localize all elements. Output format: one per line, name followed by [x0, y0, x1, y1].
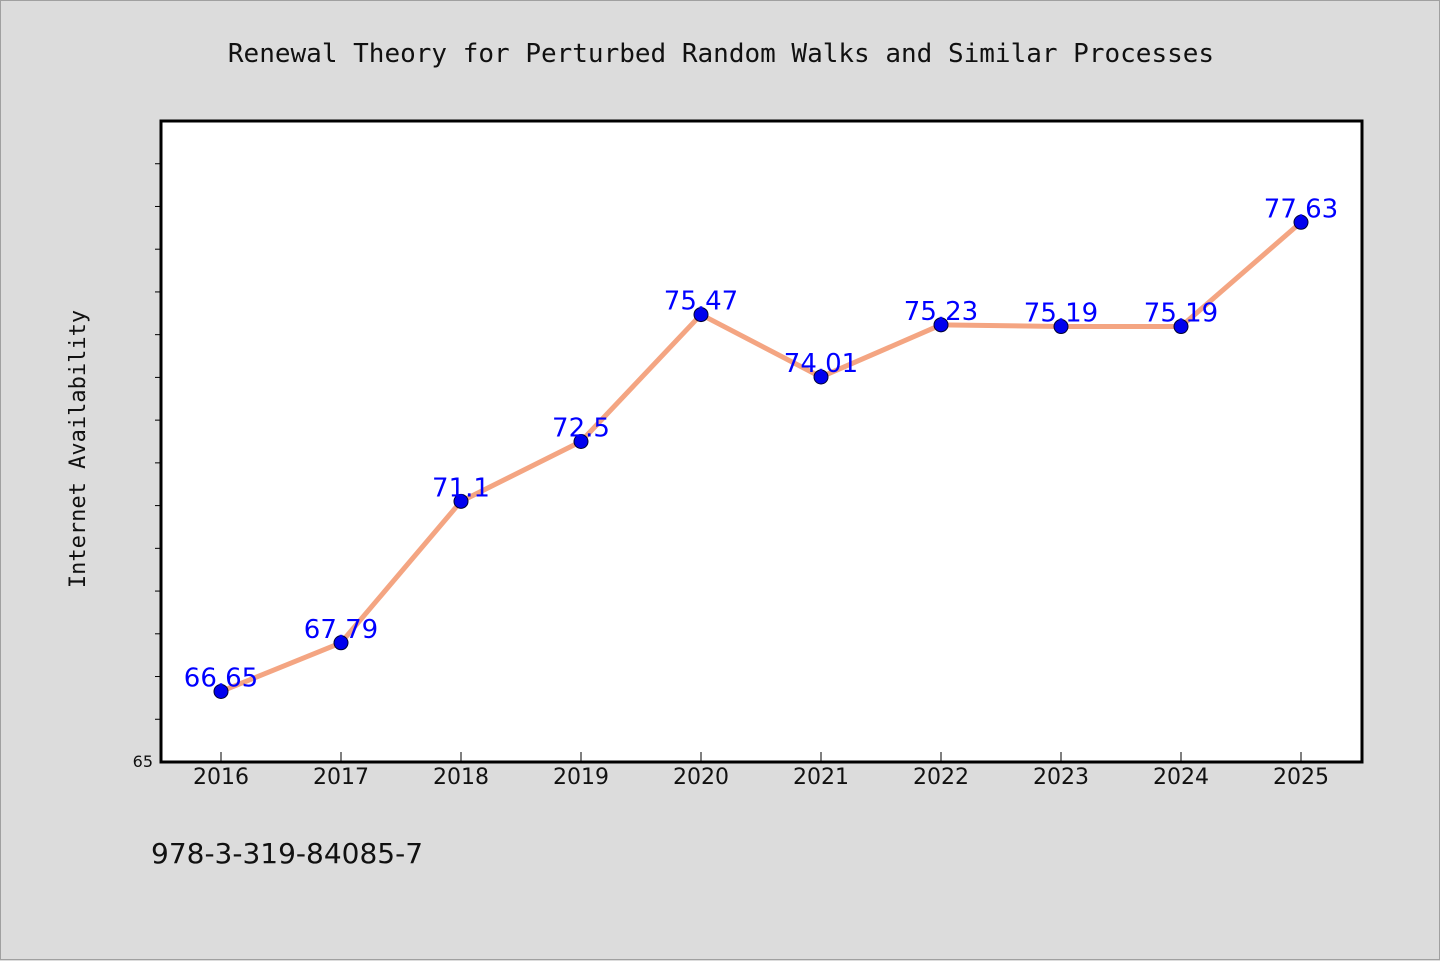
plot-area	[159, 119, 1364, 764]
x-tick-label: 2025	[1273, 765, 1329, 790]
isbn-label: 978-3-319-84085-7	[151, 837, 423, 870]
series-line	[218, 219, 1304, 694]
data-point	[1173, 319, 1189, 335]
data-point	[813, 369, 829, 385]
data-point	[1293, 214, 1309, 230]
y-axis-ticks: 65	[133, 163, 161, 771]
x-tick-label: 2023	[1033, 765, 1089, 790]
data-label: 66.65	[184, 663, 258, 693]
chart-title: Renewal Theory for Perturbed Random Walk…	[228, 39, 1214, 69]
data-point	[333, 635, 349, 651]
data-point	[1053, 319, 1069, 335]
data-label: 75.23	[904, 297, 978, 327]
data-points	[213, 214, 1309, 699]
data-point	[213, 683, 229, 699]
y-tick-label: 65	[133, 752, 153, 771]
data-label: 75.19	[1024, 299, 1098, 329]
x-tick-label: 2021	[793, 765, 849, 790]
x-tick-label: 2017	[313, 765, 369, 790]
data-label: 72.5	[552, 414, 610, 444]
data-label: 71.1	[432, 473, 490, 503]
data-label: 67.79	[304, 615, 378, 645]
data-point	[933, 317, 949, 333]
data-label: 75.47	[664, 287, 738, 317]
data-point	[453, 493, 469, 509]
data-label: 77.63	[1264, 194, 1338, 224]
x-tick-label: 2024	[1153, 765, 1209, 790]
x-tick-label: 2018	[433, 765, 489, 790]
x-axis-ticks: 2016 2017 2018 2019 2020 2021 2022 2023 2024 2025	[193, 752, 1329, 790]
data-point	[573, 434, 589, 449]
data-label: 74.01	[784, 349, 858, 379]
y-axis-label: Internet Availability	[66, 310, 91, 588]
x-tick-label: 2016	[193, 765, 249, 790]
data-label: 75.19	[1144, 299, 1218, 329]
x-tick-label: 2020	[673, 765, 729, 790]
x-tick-label: 2022	[913, 765, 969, 790]
data-point	[693, 307, 709, 323]
data-labels: 66.65 67.79 71.1 72.5 75.47 74.01 75.23 75.19 75…	[184, 194, 1338, 693]
x-tick-label: 2019	[553, 765, 609, 790]
